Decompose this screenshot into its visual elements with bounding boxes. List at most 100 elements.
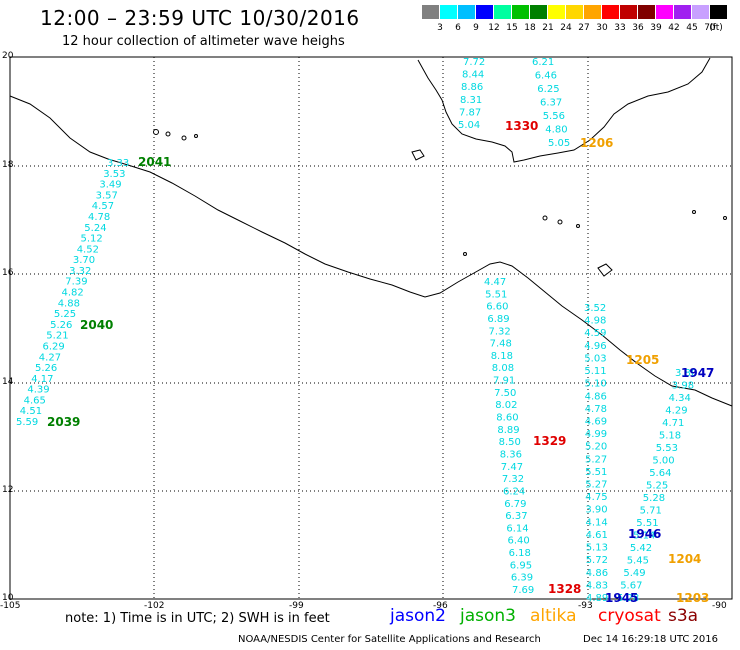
islands	[153, 129, 727, 277]
wave-height-value: 5.14	[633, 531, 655, 542]
scale-swatch	[584, 5, 601, 19]
wave-height-value: 4.51	[20, 406, 42, 417]
wave-height-value: 4.14	[586, 517, 608, 528]
wave-height-value: 5.42	[630, 543, 652, 554]
scale-swatch	[476, 5, 493, 19]
pass-time-label: 1328	[548, 582, 581, 596]
wave-height-value: 5.51	[585, 467, 607, 478]
wave-height-value: 5.56	[543, 111, 565, 122]
lon-label: -96	[433, 601, 448, 611]
scale-swatch	[512, 5, 529, 19]
wave-height-value: 3.90	[585, 505, 607, 516]
wave-height-value: 4.34	[669, 393, 691, 404]
wave-height-value: 4.57	[92, 201, 114, 212]
wave-height-value: 5.24	[84, 223, 106, 234]
wave-height-value: 8.36	[500, 450, 522, 461]
map-frame	[9, 56, 733, 600]
mexico-pacific-coastline	[9, 95, 733, 407]
wave-height-value: 8.18	[491, 351, 513, 362]
wave-height-value: 6.37	[540, 98, 562, 109]
scale-label: 21	[542, 23, 554, 33]
wave-height-value: 5.04	[458, 120, 480, 131]
wave-height-value: 6.29	[43, 342, 65, 353]
wave-height-value: 8.44	[462, 70, 484, 81]
scale-swatch	[440, 5, 457, 19]
lon-label: -90	[712, 601, 727, 611]
wave-height-value: 4.29	[665, 406, 687, 417]
scale-label: 45	[686, 23, 698, 33]
scale-label: 70	[704, 23, 716, 33]
scale-swatch	[656, 5, 673, 19]
wave-height-value: 5.67	[620, 581, 642, 592]
wave-height-value: 6.60	[486, 302, 508, 313]
wave-height-value: 4.59	[584, 328, 606, 339]
wave-height-value: 4.99	[585, 429, 607, 440]
wave-height-value: 5.10	[585, 379, 607, 390]
wave-height-value: 8.60	[496, 413, 518, 424]
wave-height-value: 4.17	[31, 374, 53, 385]
scale-label: 27	[578, 23, 590, 33]
pass-time-label: 1203	[676, 591, 709, 605]
pass-time-label: 1205	[626, 353, 659, 367]
wave-height-value: 4.82	[62, 288, 84, 299]
wave-height-value: 5.27	[585, 480, 607, 491]
wave-height-value: 7.50	[494, 388, 516, 399]
wave-height-value: 6.37	[505, 511, 527, 522]
pass-time-labels: 2041 2040 2039 1330 1206 1329 1328 1205 1947 1946…	[47, 119, 714, 605]
wave-height-value: 7.32	[502, 474, 524, 485]
scale-label: 12	[488, 23, 500, 33]
wave-height-value: 3.98	[672, 381, 694, 392]
note-text: note: 1) Time is in UTC; 2) SWH is in fe…	[65, 611, 330, 626]
lon-label: -105	[0, 601, 21, 611]
page-subtitle: 12 hour collection of altimeter wave hei…	[62, 34, 345, 49]
wave-height-value: 8.86	[461, 82, 483, 93]
gulf-of-mexico-coastline	[417, 57, 711, 163]
wave-height-value: 4.83	[586, 580, 608, 591]
wave-height-value: 3.49	[99, 180, 121, 191]
pass-time-label: 2041	[138, 155, 171, 169]
pass-time-label: 1945	[605, 591, 638, 605]
pass-time-label: 1947	[681, 366, 714, 380]
wave-height-value: 4.98	[584, 316, 606, 327]
wave-height-value: 6.40	[508, 536, 530, 547]
legend-cryosat: cryosat	[598, 606, 661, 626]
wave-height-value: 5.26	[50, 320, 72, 331]
wave-height-value: 5.25	[646, 481, 668, 492]
scale-label: 9	[473, 23, 479, 33]
page-title: 12:00 – 23:59 UTC 10/30/2016	[40, 6, 360, 30]
lat-label: 16	[2, 268, 14, 278]
wave-height-value: 4.27	[39, 352, 61, 363]
wave-height-value: 5.27	[585, 454, 607, 465]
pass-time-label: 1206	[580, 136, 613, 150]
wave-height-value: 8.31	[460, 95, 482, 106]
scale-label: 3	[437, 23, 443, 33]
scale-swatch	[674, 5, 691, 19]
wave-height-value: 8.50	[499, 437, 521, 448]
wave-height-value: 6.79	[504, 499, 526, 510]
wave-height-value: 7.91	[493, 376, 515, 387]
lat-label: 12	[2, 485, 14, 495]
wave-height-value: 4.52	[77, 244, 99, 255]
wave-height-value: 5.59	[16, 417, 38, 428]
scale-swatch	[638, 5, 655, 19]
track-values: 3.333.533.493.574.574.785.245.124.523.70…	[16, 57, 697, 604]
wave-height-value: 6.14	[506, 523, 528, 534]
wave-height-value: 5.49	[623, 568, 645, 579]
wave-height-value: 8.02	[495, 400, 517, 411]
lon-label: -99	[289, 601, 304, 611]
wave-height-value: 4.69	[585, 417, 607, 428]
wave-height-value: 5.05	[548, 138, 570, 149]
scale-label: 36	[632, 23, 644, 33]
wave-height-value: 6.89	[487, 314, 509, 325]
wave-height-value: 5.12	[81, 234, 103, 245]
wave-height-value: 4.80	[545, 125, 567, 136]
wave-height-value: 5.51	[485, 289, 507, 300]
wave-height-value: 5.45	[627, 556, 649, 567]
wave-height-value: 4.61	[586, 530, 608, 541]
wave-height-value: 5.51	[636, 518, 658, 529]
pass-time-label: 1330	[505, 119, 538, 133]
pass-time-label: 1204	[668, 552, 701, 566]
wave-height-value: 4.47	[484, 277, 506, 288]
scale-swatch	[566, 5, 583, 19]
